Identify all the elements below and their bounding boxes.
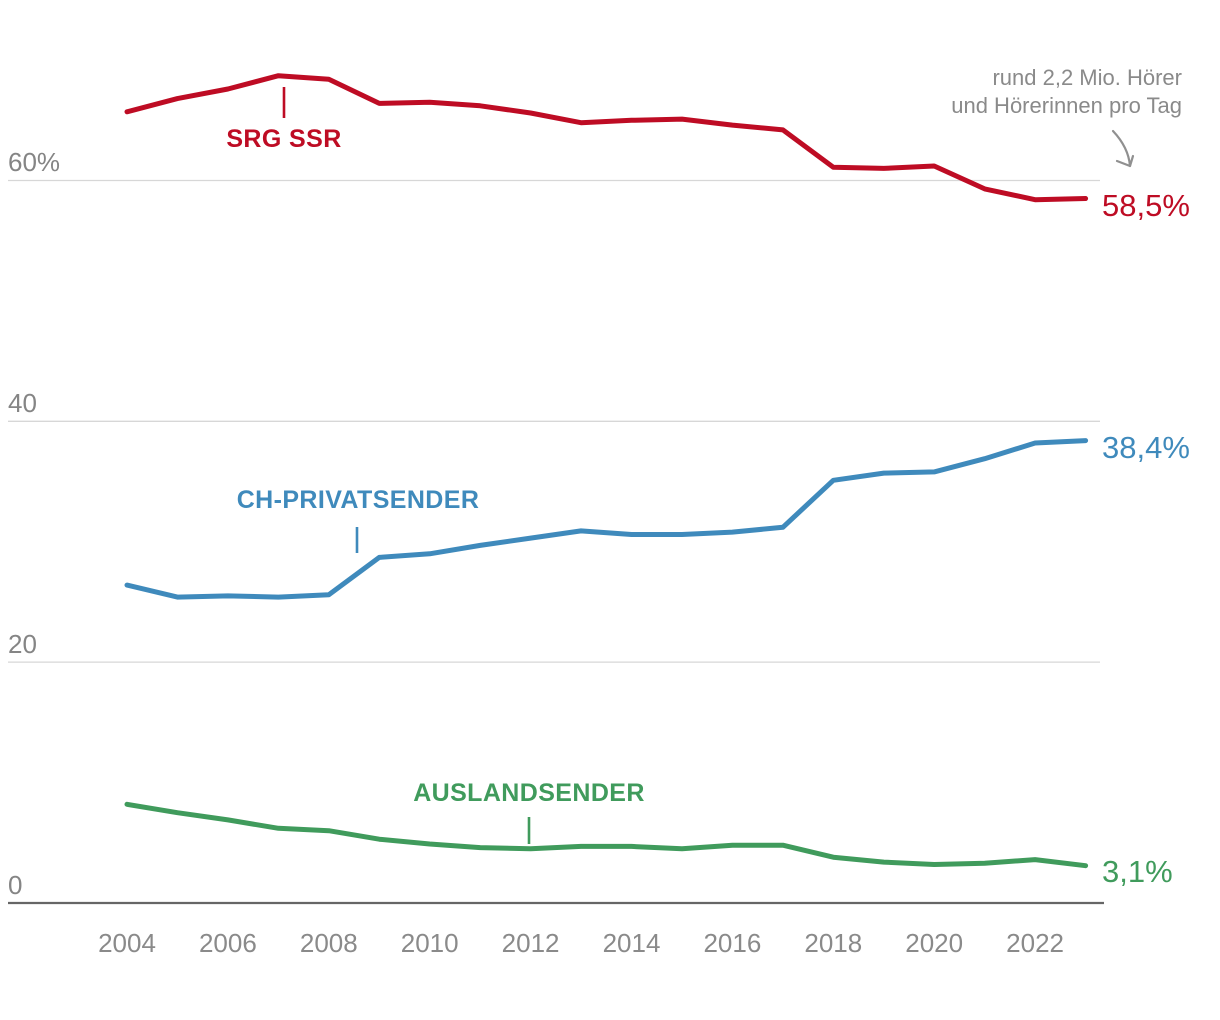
series-label-srg-ssr: SRG SSR [226,125,342,153]
annotation-line-2: und Hörerinnen pro Tag [951,93,1182,118]
x-axis-label-2016: 2016 [703,928,762,958]
end-value-ch-privatsender: 38,4% [1102,430,1190,465]
end-value-auslandsender: 3,1% [1102,854,1173,889]
x-axis-label-2018: 2018 [804,928,863,958]
ch-privatsender-line [124,438,1089,600]
annotation-arrow [1111,129,1132,168]
annotation-listeners-per-day: rund 2,2 Mio. Hörer und Hörerinnen pro T… [951,64,1182,120]
x-axis-label-2014: 2014 [602,928,661,958]
auslandsender-line [124,801,1089,869]
annotation-line-1: rund 2,2 Mio. Hörer [992,65,1182,90]
y-axis-label-20: 20 [8,629,37,660]
x-axis-label-2008: 2008 [299,928,358,958]
x-axis-label-2012: 2012 [501,928,560,958]
y-axis-label-40: 40 [8,388,37,419]
x-axis-label-2022: 2022 [1006,928,1065,958]
x-axis-label-2020: 2020 [905,928,964,958]
series-label-auslandsender: AUSLANDSENDER [413,779,645,807]
srg-ssr-line [124,73,1089,203]
y-axis-label-0: 0 [8,870,23,900]
end-value-srg-ssr: 58,5% [1102,188,1190,223]
y-axis-label-60: 60% [8,147,61,178]
series-label-ch-privatsender: CH-PRIVATSENDER [236,486,480,514]
x-axis-label-2006: 2006 [198,928,257,958]
x-axis-label-2010: 2010 [400,928,459,958]
annotation-arrowhead [1115,154,1135,168]
x-axis-label-2004: 2004 [98,928,156,958]
